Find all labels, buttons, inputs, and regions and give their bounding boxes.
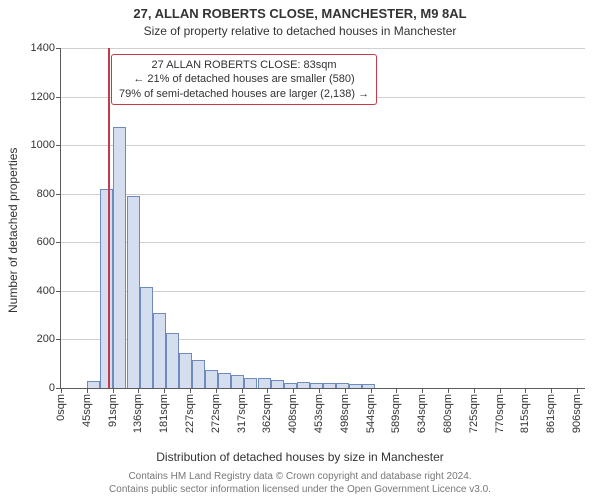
y-tick-label: 200 — [37, 333, 61, 345]
footer-line-1: Contains HM Land Registry data © Crown c… — [0, 471, 600, 484]
property-marker-line — [108, 48, 110, 388]
histogram-bar — [113, 127, 126, 388]
y-tick-label: 800 — [37, 188, 61, 200]
histogram-bar — [166, 333, 179, 388]
x-tick-label: 227sqm — [184, 388, 196, 433]
histogram-bar — [349, 384, 362, 388]
chart-subtitle: Size of property relative to detached ho… — [0, 24, 600, 38]
histogram-bar — [231, 375, 244, 388]
y-tick-label: 1400 — [31, 42, 61, 54]
x-tick-label: 498sqm — [339, 388, 351, 433]
x-tick-label: 136sqm — [132, 388, 144, 433]
histogram-plot: 02004006008001000120014000sqm45sqm91sqm1… — [60, 48, 585, 389]
x-tick-label: 362sqm — [261, 388, 273, 433]
annotation-line-3: 79% of semi-detached houses are larger (… — [119, 87, 369, 101]
y-axis-label: Number of detached properties — [6, 148, 20, 313]
gridline — [61, 48, 585, 49]
y-tick-label: 1200 — [31, 91, 61, 103]
histogram-bar — [218, 373, 231, 388]
histogram-bar — [140, 287, 153, 388]
y-tick-label: 1000 — [31, 139, 61, 151]
x-tick-label: 544sqm — [365, 388, 377, 433]
x-tick-label: 181sqm — [158, 388, 170, 433]
histogram-bar — [100, 189, 113, 388]
histogram-bar — [87, 381, 100, 388]
histogram-bar — [258, 378, 271, 388]
x-tick-label: 725sqm — [468, 388, 480, 433]
x-tick-label: 91sqm — [107, 388, 119, 427]
x-tick-label: 861sqm — [545, 388, 557, 433]
annotation-line-2: ← 21% of detached houses are smaller (58… — [119, 72, 369, 86]
histogram-bar — [244, 378, 257, 388]
y-tick-label: 600 — [37, 236, 61, 248]
gridline — [61, 194, 585, 195]
x-tick-label: 815sqm — [519, 388, 531, 433]
x-tick-label: 634sqm — [416, 388, 428, 433]
histogram-bar — [192, 360, 205, 388]
x-tick-label: 589sqm — [390, 388, 402, 433]
x-tick-label: 317sqm — [236, 388, 248, 433]
x-tick-label: 906sqm — [571, 388, 583, 433]
x-tick-label: 272sqm — [210, 388, 222, 433]
histogram-bar — [127, 196, 140, 388]
page-title: 27, ALLAN ROBERTS CLOSE, MANCHESTER, M9 … — [0, 6, 600, 21]
y-tick-label: 400 — [37, 285, 61, 297]
x-tick-label: 453sqm — [313, 388, 325, 433]
x-tick-label: 770sqm — [494, 388, 506, 433]
histogram-bar — [205, 370, 218, 388]
footer-line-2: Contains public sector information licen… — [0, 484, 600, 497]
histogram-bar — [271, 380, 284, 389]
x-axis-label: Distribution of detached houses by size … — [0, 450, 600, 464]
x-tick-label: 0sqm — [55, 388, 67, 421]
x-tick-label: 45sqm — [81, 388, 93, 427]
annotation-line-1: 27 ALLAN ROBERTS CLOSE: 83sqm — [119, 58, 369, 72]
annotation-box: 27 ALLAN ROBERTS CLOSE: 83sqm ← 21% of d… — [111, 54, 377, 105]
histogram-bar — [153, 313, 166, 388]
x-tick-label: 408sqm — [287, 388, 299, 433]
footer-attribution: Contains HM Land Registry data © Crown c… — [0, 471, 600, 496]
histogram-bar — [179, 353, 192, 388]
gridline — [61, 242, 585, 243]
x-tick-label: 680sqm — [442, 388, 454, 433]
gridline — [61, 145, 585, 146]
